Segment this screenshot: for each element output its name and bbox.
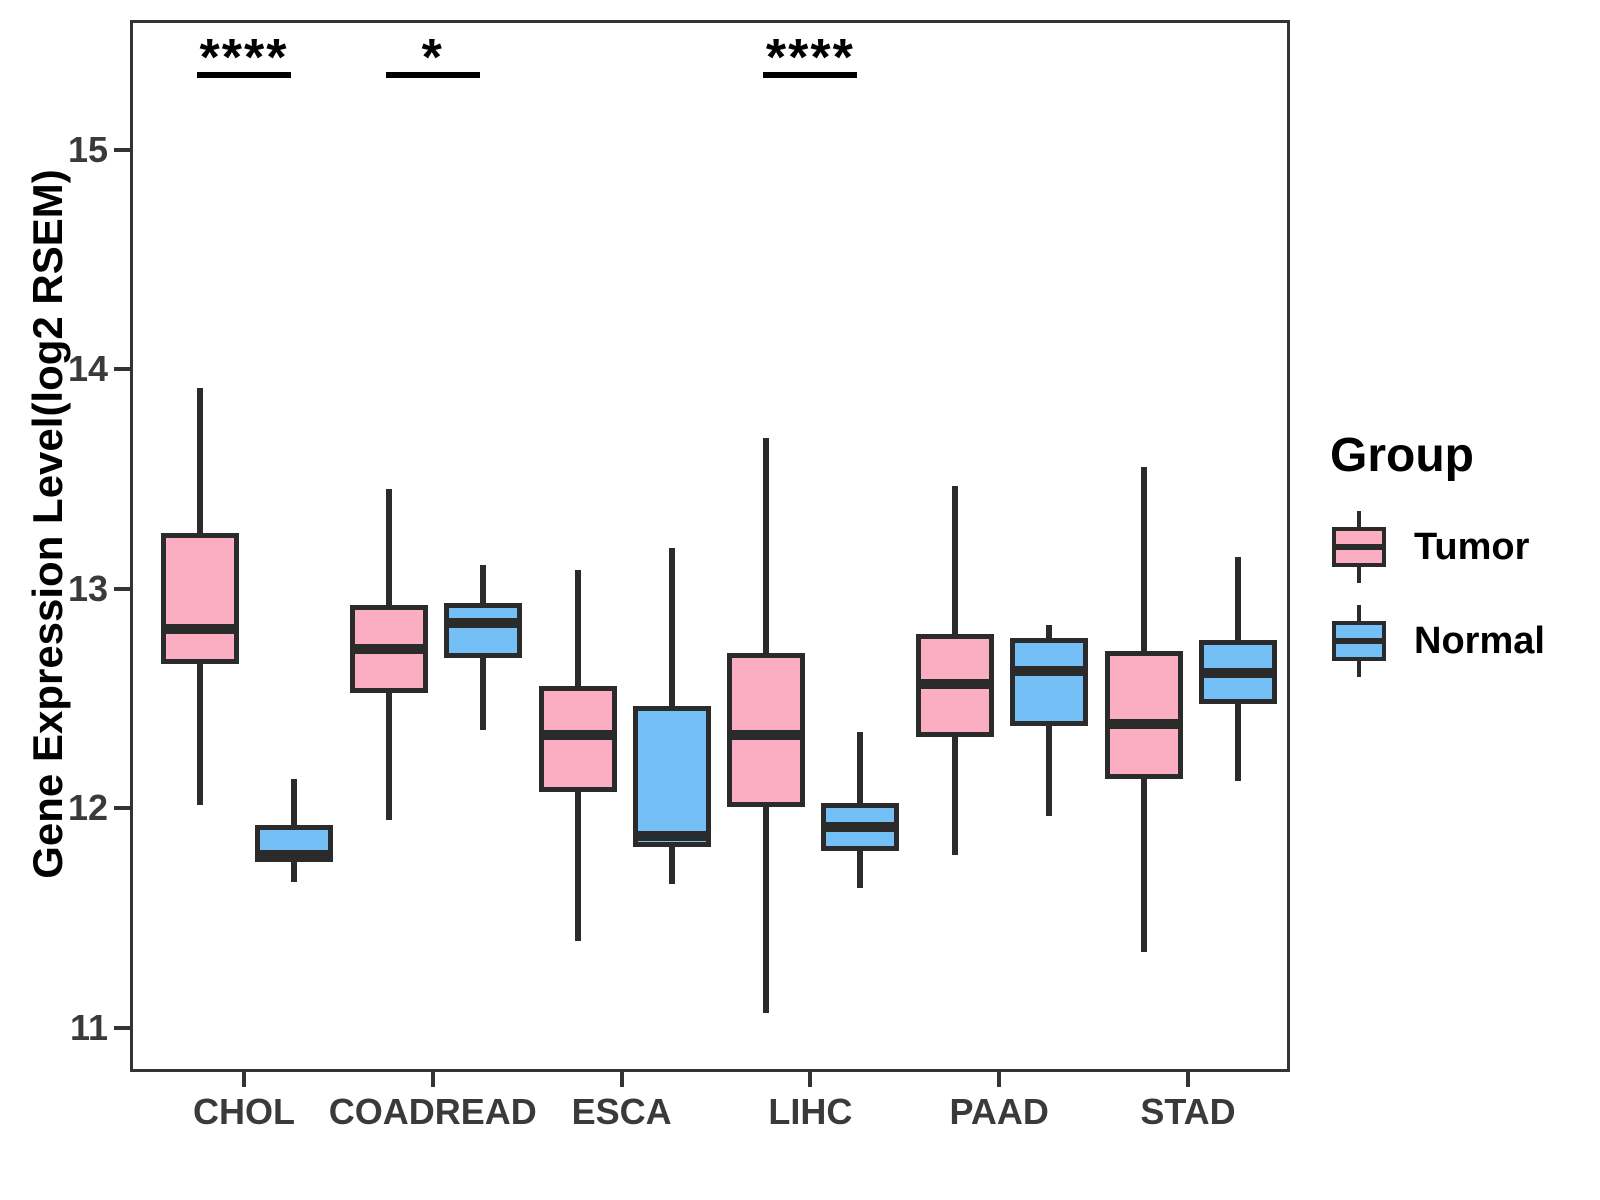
x-tick-mark: [430, 1072, 435, 1087]
boxplot-box-stad-tumor: [1105, 651, 1183, 779]
median-chol-normal: [260, 850, 328, 861]
x-tick-label-stad: STAD: [1140, 1091, 1236, 1132]
y-tick-mark: [114, 806, 130, 811]
legend-label-normal: Normal: [1414, 619, 1545, 662]
median-coadread-normal: [448, 617, 517, 628]
y-tick-mark: [114, 1026, 130, 1031]
significance-bar-coadread: [385, 72, 480, 78]
y-tick-mark: [114, 147, 130, 152]
x-tick-label-paad: PAAD: [949, 1091, 1049, 1132]
median-chol-tumor: [166, 624, 234, 635]
x-tick-mark: [242, 1072, 246, 1087]
normal-boxplot-key-icon: [1330, 605, 1388, 677]
median-paad-tumor: [921, 679, 990, 690]
x-tick-label-lihc: LIHC: [768, 1091, 853, 1132]
median-stad-tumor: [1110, 718, 1178, 729]
y-tick-label: 14: [67, 348, 108, 390]
boxplot-box-chol-tumor: [161, 532, 239, 665]
median-stad-normal: [1204, 668, 1272, 679]
y-tick-label: 12: [67, 787, 108, 829]
median-paad-normal: [1015, 665, 1084, 676]
significance-bar-lihc: [763, 72, 858, 78]
y-tick-label: 11: [69, 1007, 108, 1049]
x-tick-mark: [619, 1072, 624, 1087]
x-tick-label-chol: CHOL: [193, 1091, 295, 1132]
legend-label-tumor: Tumor: [1414, 525, 1530, 568]
x-tick-mark: [1186, 1072, 1190, 1087]
boxplot-box-coadread-normal: [443, 602, 522, 658]
significance-label-chol: ****: [199, 29, 289, 87]
significance-label-coadread: *: [421, 29, 444, 87]
key-median: [1336, 638, 1382, 644]
y-tick-label: 13: [67, 567, 108, 609]
x-tick-mark: [997, 1072, 1002, 1087]
median-esca-tumor: [543, 729, 612, 740]
legend-item-tumor: Tumor: [1330, 511, 1598, 583]
x-tick-mark: [808, 1072, 813, 1087]
legend: Group Tumor Normal: [1330, 428, 1598, 699]
boxplot-box-esca-normal: [632, 706, 711, 847]
y-tick-mark: [114, 367, 130, 372]
x-tick-label-coadread: COADREAD: [328, 1091, 537, 1132]
y-axis-title: Gene Expression Level(log2 RSEM): [24, 169, 71, 879]
median-esca-normal: [637, 830, 706, 841]
y-tick-mark: [114, 586, 130, 591]
plot-panel: [130, 20, 1290, 1072]
boxplot-box-paad-normal: [1010, 637, 1089, 726]
median-lihc-tumor: [732, 729, 801, 740]
x-tick-label-esca: ESCA: [571, 1091, 672, 1132]
y-tick-label: 15: [67, 128, 108, 170]
significance-label-lihc: ****: [765, 29, 855, 87]
key-median: [1336, 544, 1382, 550]
median-coadread-tumor: [354, 643, 423, 654]
median-lihc-normal: [826, 821, 895, 832]
legend-title: Group: [1330, 429, 1474, 482]
tumor-boxplot-key-icon: [1330, 511, 1388, 583]
legend-item-normal: Normal: [1330, 605, 1598, 677]
significance-bar-chol: [197, 72, 291, 78]
